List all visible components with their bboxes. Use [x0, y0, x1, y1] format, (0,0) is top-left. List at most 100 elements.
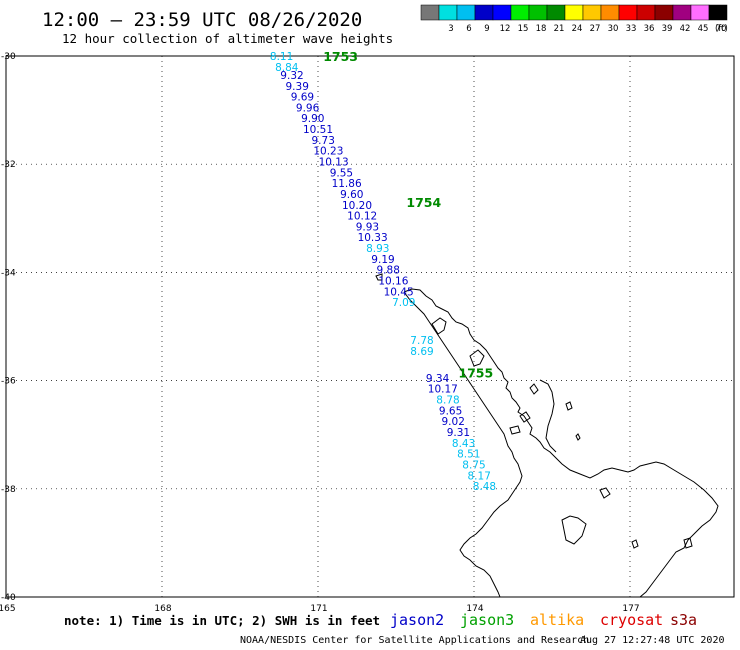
harbour-1: [431, 317, 447, 335]
wave-height-label: 9.39: [286, 81, 309, 93]
colorbar-swatch: [474, 4, 494, 21]
colorbar-swatch: [654, 4, 674, 21]
colorbar-swatch: [600, 4, 620, 21]
harbour-2: [469, 349, 485, 367]
wave-height-label: 11.86: [332, 178, 362, 190]
island-f: [561, 515, 587, 545]
wave-height-label: 10.33: [358, 232, 388, 244]
colorbar-label: 12: [500, 24, 511, 34]
wave-height-label: 9.19: [371, 254, 394, 266]
longitude-label: 168: [154, 604, 171, 614]
latitude-label: -30: [1, 52, 16, 62]
island-h: [375, 273, 383, 281]
wave-height-label: 9.55: [330, 167, 353, 179]
wave-height-label: 9.32: [280, 70, 303, 82]
wave-height-label: 9.90: [301, 113, 324, 125]
wave-height-label: 8.51: [457, 449, 480, 461]
island-c: [519, 411, 531, 423]
colorbar-swatch: [672, 4, 692, 21]
colorbar-swatch: [582, 4, 602, 21]
longitude-labels: 165 168 171 174 177: [0, 604, 640, 614]
colorbar-label: 45: [698, 24, 709, 34]
page-title: 12:00 — 23:59 UTC 08/26/2020: [42, 9, 362, 31]
colorbar-swatch: [636, 4, 656, 21]
colorbar-swatch: [564, 4, 584, 21]
footer-note: note: 1) Time is in UTC; 2) SWH is in fe…: [64, 613, 380, 628]
colorbar-label: 21: [554, 24, 565, 34]
west-coast: [403, 291, 523, 598]
colorbar-label: 39: [662, 24, 673, 34]
wave-height-label: 10.12: [347, 211, 377, 223]
wave-height-label: 8.93: [366, 243, 389, 255]
longitude-label: 171: [310, 604, 327, 614]
colorbar-swatch: [438, 4, 458, 21]
satellite-name: cryosat: [600, 611, 663, 629]
longitude-label: 174: [466, 604, 483, 614]
latitude-label: -38: [1, 485, 16, 495]
wave-height-label: 9.96: [296, 102, 320, 114]
coromandel: [539, 379, 557, 453]
wave-height-label: 8.69: [410, 346, 433, 358]
island-d: [509, 425, 521, 435]
island-e: [575, 433, 581, 441]
colorbar-label: 27: [590, 24, 601, 34]
latitude-label: -32: [1, 160, 16, 170]
satellite-legend: jason2 jason3 altika cryosat s3a: [390, 611, 697, 629]
wave-height-label: 7.09: [392, 297, 415, 309]
footer-timestamp: Aug 27 12:27:48 UTC 2020: [580, 635, 725, 646]
wave-height-label: 10.16: [378, 276, 408, 288]
map-frame: [5, 55, 735, 598]
colorbar-swatch: [420, 4, 440, 21]
time-label: 1755: [458, 365, 493, 380]
colorbar-label: 6: [466, 24, 471, 34]
wave-height-label: 7.78: [410, 335, 433, 347]
colorbar-label: 70: [716, 24, 727, 34]
longitude-label: 165: [0, 604, 16, 614]
latitude-labels: -30 -32 -34 -36 -38 -40: [1, 52, 16, 603]
wave-height-label: 9.60: [340, 189, 363, 201]
wave-height-label: 10.45: [384, 286, 414, 298]
lat-lon-grid: [6, 56, 734, 597]
time-label: 1753: [323, 49, 358, 64]
wave-height-label: 9.93: [356, 221, 379, 233]
jason2-track: 8.118.849.329.399.699.969.9010.519.7310.…: [270, 51, 496, 493]
north-island-coast: [403, 288, 719, 598]
satellite-name: altika: [530, 611, 584, 629]
wave-height-label: 10.17: [428, 384, 458, 396]
latitude-label: -40: [1, 593, 16, 603]
colorbar-label: 24: [572, 24, 583, 34]
colorbar-label: 3: [448, 24, 453, 34]
time-label: 1754: [406, 195, 441, 210]
wave-height-label: 10.13: [319, 156, 349, 168]
wave-height-label: 9.31: [447, 427, 470, 439]
colorbar-swatch: [546, 4, 566, 21]
longitude-label: 177: [622, 604, 639, 614]
colorbar-swatch: [708, 4, 728, 21]
colorbar-label: 36: [644, 24, 655, 34]
island-b: [565, 401, 573, 411]
wave-height-label: 8.84: [275, 62, 299, 74]
wave-height-label: 8.43: [452, 438, 475, 450]
island-j: [683, 537, 693, 549]
wave-height-label: 8.78: [436, 395, 459, 407]
colorbar-swatch: [528, 4, 548, 21]
colorbar-label: 9: [484, 24, 489, 34]
colorbar-label: 15: [518, 24, 529, 34]
colorbar-label: 18: [536, 24, 547, 34]
island-g: [599, 487, 611, 499]
wave-height-label: 9.88: [377, 265, 400, 277]
colorbar-swatch: [690, 4, 710, 21]
wave-height-label: 8.48: [473, 481, 496, 493]
wave-height-label: 9.73: [312, 135, 335, 147]
wave-height-label: 8.17: [468, 470, 491, 482]
colorbar-swatch: [492, 4, 512, 21]
page-subtitle: 12 hour collection of altimeter wave hei…: [62, 31, 393, 46]
time-labels: 1753 1754 1755: [323, 49, 493, 380]
wave-height-label: 8.11: [270, 51, 293, 63]
wave-height-label: 10.20: [342, 200, 372, 212]
latitude-label: -34: [1, 268, 16, 278]
wave-height-label: 10.51: [303, 124, 333, 136]
colorbar-swatch: [456, 4, 476, 21]
